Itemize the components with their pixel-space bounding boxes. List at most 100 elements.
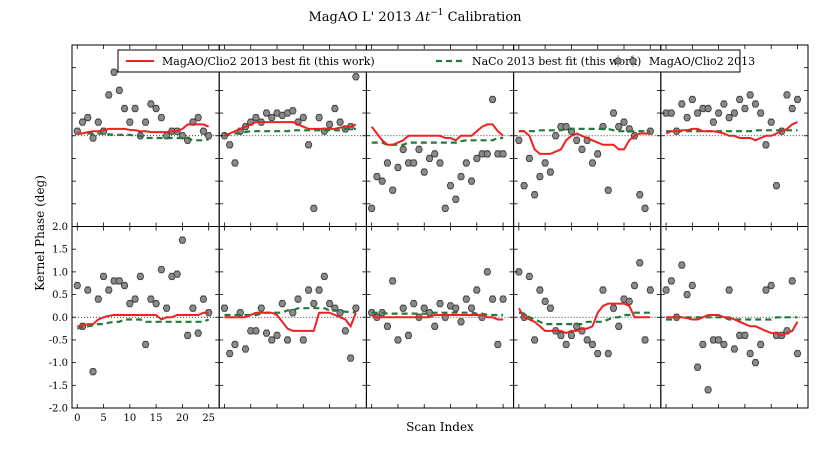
magao-fit-line bbox=[666, 314, 799, 337]
data-point bbox=[315, 114, 323, 122]
data-point bbox=[441, 204, 449, 212]
data-point bbox=[609, 109, 618, 117]
data-point bbox=[452, 195, 460, 203]
data-point bbox=[415, 145, 423, 153]
data-point bbox=[720, 100, 728, 108]
data-point bbox=[420, 168, 428, 176]
naco-fit-line bbox=[666, 316, 798, 321]
data-point bbox=[767, 118, 775, 126]
data-point bbox=[262, 109, 271, 117]
data-point bbox=[147, 100, 155, 108]
data-point bbox=[163, 304, 171, 312]
data-point bbox=[252, 114, 260, 122]
naco-fit-line bbox=[224, 127, 356, 136]
data-point bbox=[494, 340, 502, 349]
data-point bbox=[131, 295, 139, 303]
panel-r0-c1 bbox=[218, 44, 367, 227]
x-tick-label: 20 bbox=[176, 413, 189, 424]
panel-r0-c3 bbox=[513, 44, 662, 227]
magao-fit-line bbox=[518, 302, 651, 335]
data-point bbox=[105, 91, 113, 99]
data-point bbox=[241, 345, 250, 353]
data-point bbox=[725, 114, 733, 122]
svg-text:MagAO L' 2013 Δt−1 Calib: MagAO L' 2013 Δt−1 Calibration bbox=[308, 8, 522, 25]
data-point bbox=[762, 141, 770, 149]
data-point bbox=[515, 136, 523, 144]
data-point bbox=[541, 159, 549, 167]
data-point bbox=[704, 386, 712, 394]
data-point bbox=[615, 322, 623, 330]
data-point bbox=[751, 359, 760, 367]
data-point bbox=[89, 134, 97, 142]
data-point bbox=[531, 191, 539, 199]
legend-item: MagAO/Clio2 2013 bbox=[614, 55, 755, 68]
title-tail: Calibration bbox=[448, 10, 523, 25]
data-point bbox=[473, 286, 481, 294]
data-point bbox=[184, 331, 192, 339]
data-point bbox=[704, 104, 712, 113]
data-point bbox=[226, 349, 234, 358]
data-point bbox=[126, 300, 134, 308]
data-point bbox=[310, 204, 318, 212]
data-point bbox=[662, 286, 670, 294]
data-point bbox=[730, 345, 739, 353]
data-point bbox=[304, 286, 313, 294]
data-point bbox=[378, 177, 386, 185]
title-text: MagAO L' 2013 bbox=[308, 10, 411, 25]
data-point bbox=[178, 236, 186, 244]
data-point bbox=[525, 272, 533, 281]
data-point bbox=[152, 300, 160, 308]
data-point bbox=[678, 261, 686, 269]
data-point bbox=[394, 163, 402, 172]
data-point bbox=[751, 100, 760, 108]
data-point bbox=[525, 154, 533, 163]
data-point bbox=[483, 268, 491, 276]
data-point bbox=[741, 331, 749, 339]
data-point bbox=[499, 295, 507, 303]
data-point bbox=[94, 295, 102, 303]
data-point bbox=[257, 304, 265, 312]
data-point bbox=[588, 159, 597, 167]
magao-fit-line bbox=[665, 121, 798, 142]
naco-fit-line bbox=[77, 318, 210, 330]
naco-fit-line bbox=[371, 311, 504, 317]
data-point bbox=[373, 172, 381, 181]
data-point bbox=[709, 118, 717, 126]
data-point bbox=[688, 281, 696, 290]
naco-fit-line bbox=[77, 132, 209, 142]
data-point bbox=[725, 286, 733, 294]
data-point bbox=[336, 118, 344, 126]
y-tick-label: 2.0 bbox=[52, 222, 68, 233]
data-point bbox=[194, 329, 202, 337]
data-point bbox=[583, 336, 591, 344]
data-point bbox=[541, 297, 549, 305]
magao-fit-line bbox=[224, 121, 357, 137]
data-point bbox=[499, 150, 507, 158]
data-point bbox=[625, 297, 633, 305]
data-point bbox=[620, 118, 628, 126]
data-point bbox=[410, 159, 418, 167]
data-point bbox=[552, 132, 560, 140]
data-point bbox=[404, 331, 413, 339]
data-point bbox=[667, 277, 675, 285]
data-point bbox=[368, 204, 376, 212]
y-tick-label: 0.5 bbox=[52, 290, 68, 301]
x-axis-label: Scan Index bbox=[406, 420, 474, 434]
data-point bbox=[152, 104, 160, 113]
data-point bbox=[641, 204, 649, 212]
data-point bbox=[273, 331, 281, 339]
data-point bbox=[268, 114, 276, 122]
data-point bbox=[399, 145, 407, 153]
x-tick-label: 0 bbox=[74, 413, 80, 424]
data-point bbox=[462, 295, 470, 303]
data-point bbox=[142, 118, 150, 126]
data-point bbox=[252, 327, 260, 335]
data-point bbox=[573, 136, 581, 144]
data-point bbox=[667, 109, 675, 117]
data-point bbox=[793, 349, 802, 358]
data-point bbox=[562, 123, 570, 131]
chart-title: MagAO L' 2013 Δt−1 Calibration bbox=[308, 8, 522, 25]
data-point bbox=[730, 109, 739, 117]
data-point bbox=[473, 154, 481, 163]
